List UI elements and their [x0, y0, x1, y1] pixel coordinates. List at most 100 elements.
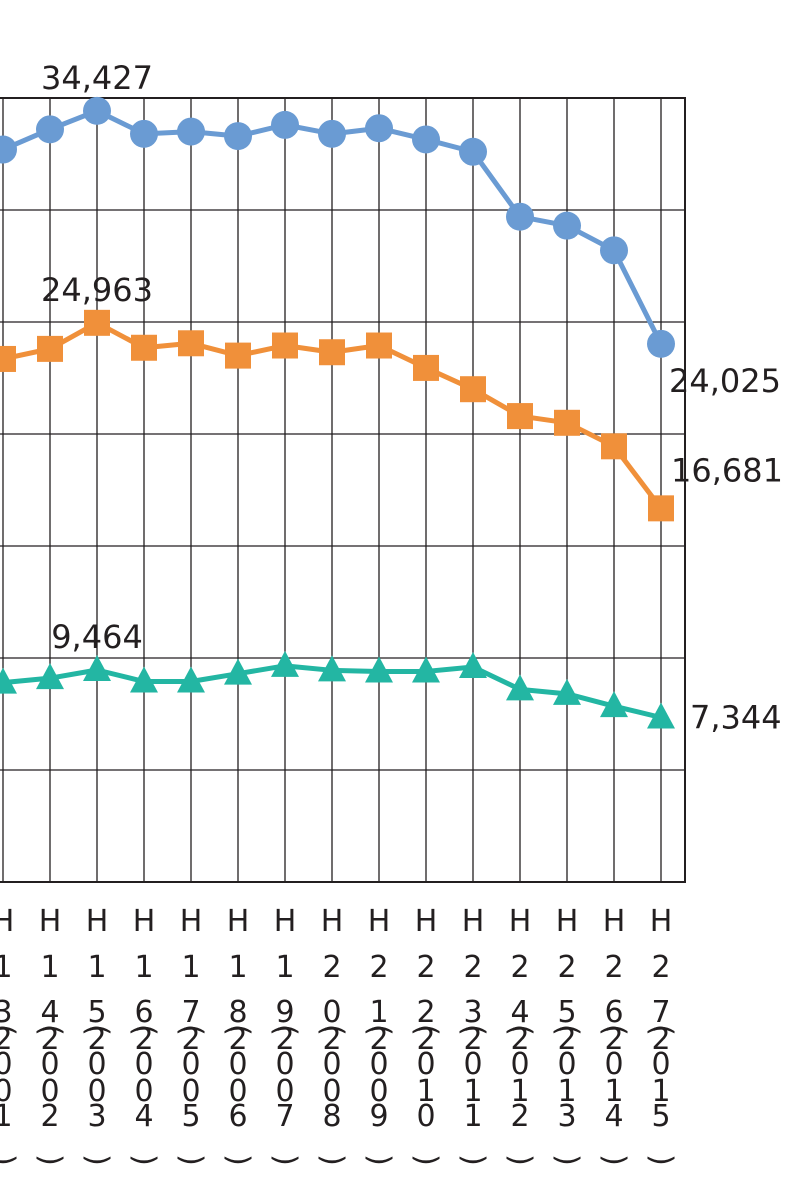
tick-char: 2: [651, 950, 670, 985]
tick-char: 2: [557, 950, 576, 985]
tick-char: 1: [275, 950, 294, 985]
tick-char: 1: [369, 995, 388, 1030]
tick-char: 7: [181, 995, 200, 1030]
triangle-point: [83, 655, 111, 682]
circle-point: [647, 329, 675, 358]
tick-char: 5: [557, 995, 576, 1030]
tick-char: 1: [181, 950, 200, 985]
tick-char: 2: [604, 1022, 623, 1057]
tick-paren: (: [362, 1024, 397, 1036]
tick-char: 1: [463, 1099, 482, 1134]
tick-char: 2: [557, 1022, 576, 1057]
tick-paren: ): [80, 1154, 115, 1166]
triangle-point: [412, 656, 440, 683]
tick-paren: ): [315, 1154, 350, 1166]
tick-char: 0: [604, 1047, 623, 1082]
tick-char: 0: [228, 1047, 247, 1082]
x-axis-tick-labels: H13(2001)H14(2002)H15(2003)H16(2004)H17(…: [0, 904, 679, 1166]
tick-paren: (: [80, 1024, 115, 1036]
tick-char: 6: [134, 995, 153, 1030]
tick-char: 1: [87, 950, 106, 985]
tick-char: 0: [369, 1074, 388, 1109]
tick-char: 4: [134, 1099, 153, 1134]
tick-char: H: [133, 904, 156, 939]
tick-char: H: [86, 904, 109, 939]
tick-char: 0: [651, 1047, 670, 1082]
square-point: [319, 339, 345, 366]
square-point: [460, 376, 486, 403]
tick-char: 2: [40, 1022, 59, 1057]
triangle-point: [224, 658, 252, 685]
triangle-point: [365, 656, 393, 683]
tick-char: H: [556, 904, 579, 939]
tick-char: H: [321, 904, 344, 939]
tick-char: 0: [322, 1074, 341, 1109]
circle-point: [224, 122, 252, 151]
circle-point: [506, 202, 534, 231]
triangle-point: [318, 655, 346, 682]
data-label: 24,963: [41, 271, 153, 309]
tick-char: 3: [87, 1099, 106, 1134]
tick-char: 5: [651, 1099, 670, 1134]
tick-char: 6: [604, 995, 623, 1030]
tick-char: 2: [416, 995, 435, 1030]
triangle-point: [130, 666, 158, 693]
tick-char: 2: [510, 950, 529, 985]
square-point: [225, 342, 251, 369]
tick-char: 0: [369, 1047, 388, 1082]
triangle-point: [647, 702, 675, 729]
triangle-point: [177, 666, 205, 693]
tick-paren: ): [456, 1154, 491, 1166]
triangle-point: [506, 674, 534, 701]
tick-char: 1: [0, 1099, 13, 1134]
tick-char: 0: [275, 1074, 294, 1109]
tick-char: 2: [416, 1022, 435, 1057]
tick-char: H: [39, 904, 62, 939]
tick-paren: (: [644, 1024, 679, 1036]
tick-char: 1: [416, 1074, 435, 1109]
tick-char: 0: [134, 1047, 153, 1082]
data-labels: 34,427 24,025 24,963 16,681 9,464 7,344: [41, 59, 783, 737]
tick-paren: ): [597, 1154, 632, 1166]
tick-char: 2: [0, 1022, 13, 1057]
tick-char: 7: [275, 1099, 294, 1134]
tick-char: 8: [322, 1099, 341, 1134]
tick-char: H: [650, 904, 673, 939]
tick-char: 2: [40, 1099, 59, 1134]
tick-paren: ): [362, 1154, 397, 1166]
tick-paren: ): [268, 1154, 303, 1166]
tick-char: 0: [228, 1074, 247, 1109]
data-label: 34,427: [41, 59, 153, 97]
tick-char: H: [415, 904, 438, 939]
tick-paren: ): [550, 1154, 585, 1166]
tick-paren: ): [33, 1154, 68, 1166]
tick-char: 0: [181, 1047, 200, 1082]
tick-char: H: [227, 904, 250, 939]
tick-char: 2: [87, 1022, 106, 1057]
tick-char: 2: [134, 1022, 153, 1057]
tick-paren: (: [33, 1024, 68, 1036]
tick-char: 5: [87, 995, 106, 1030]
tick-char: 2: [416, 950, 435, 985]
triangle-point: [36, 663, 64, 690]
tick-paren: (: [127, 1024, 162, 1036]
tick-char: 0: [40, 1047, 59, 1082]
tick-paren: ): [503, 1154, 538, 1166]
circle-point: [0, 135, 17, 164]
tick-char: H: [368, 904, 391, 939]
tick-char: 5: [181, 1099, 200, 1134]
circle-point: [459, 137, 487, 166]
tick-char: 2: [369, 1022, 388, 1057]
circle-point: [318, 119, 346, 148]
tick-char: 0: [40, 1074, 59, 1109]
